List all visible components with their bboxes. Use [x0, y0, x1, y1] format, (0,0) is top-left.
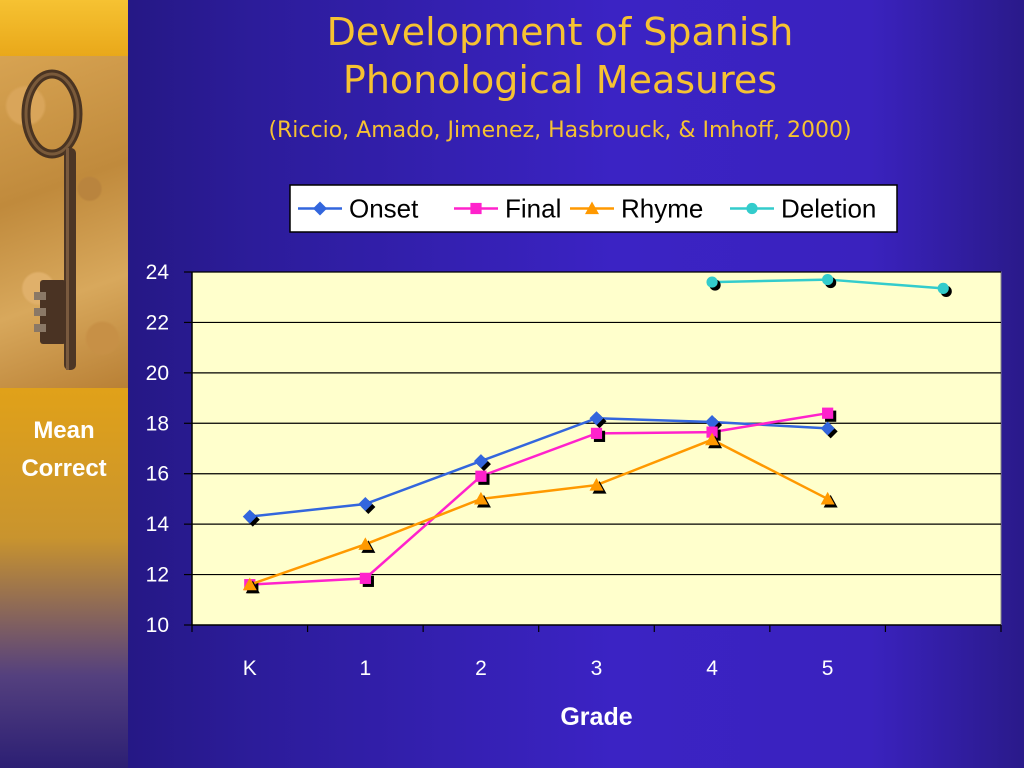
legend-label-rhyme: Rhyme: [621, 194, 703, 224]
data-point-deletion: [822, 273, 834, 286]
data-point-final: [359, 572, 371, 584]
x-tick-label: 2: [475, 657, 487, 680]
data-point-final: [822, 407, 834, 419]
legend-label-deletion: Deletion: [781, 194, 876, 224]
data-point-rhyme: [820, 491, 835, 505]
data-point-onset: [242, 509, 257, 524]
key-icon: [21, 69, 83, 370]
x-tick-label: 3: [591, 657, 603, 680]
slide-title-line-1: Development of Spanish: [326, 10, 794, 54]
x-tick-label: K: [243, 657, 257, 680]
x-tick-label: 5: [822, 657, 834, 680]
key-photo: [0, 56, 128, 388]
y-tick-label: 18: [146, 412, 169, 435]
slide-subtitle: (Riccio, Amado, Jimenez, Hasbrouck, & Im…: [268, 118, 852, 143]
data-point-rhyme: [242, 577, 257, 591]
y-axis-title-line-2: Correct: [21, 455, 107, 482]
slide-title-line-2: Phonological Measures: [342, 58, 778, 102]
series-line-onset: [249, 416, 828, 518]
y-tick-label: 20: [146, 362, 169, 385]
data-point-final: [706, 426, 718, 438]
y-tick-label: 10: [146, 614, 169, 637]
y-tick-label: 12: [146, 564, 169, 587]
y-tick-label: 14: [146, 513, 170, 536]
legend-marker-final: [470, 202, 482, 215]
data-point-onset: [358, 496, 373, 511]
x-axis-title: Grade: [560, 703, 632, 731]
legend-marker-rhyme: [585, 201, 599, 215]
sidebar-stripe: [0, 0, 128, 56]
sidebar: Mean Correct: [0, 0, 128, 768]
y-axis-title-line-1: Mean: [33, 417, 95, 444]
data-point-onset: [705, 415, 720, 430]
data-point-rhyme: [589, 478, 604, 491]
data-point-final: [475, 470, 487, 482]
data-point-onset: [820, 421, 835, 436]
data-point-rhyme: [705, 432, 720, 446]
legend-marker-onset: [313, 201, 327, 216]
series-line-final: [249, 411, 828, 586]
slide-title: Development of Spanish Phonological Meas…: [130, 8, 990, 104]
legend: Onset Final Rhyme Deletion: [289, 184, 898, 233]
data-point-final: [590, 427, 603, 439]
data-point-onset: [473, 454, 488, 469]
data-point-deletion: [706, 276, 718, 288]
series-line-rhyme: [249, 438, 829, 586]
data-point-onset: [589, 411, 604, 426]
data-point-deletion: [937, 282, 949, 294]
x-tick-label: 1: [360, 657, 372, 680]
y-axis-title: Mean Correct: [0, 412, 128, 488]
data-point-rhyme: [358, 537, 373, 550]
y-tick-label: 24: [146, 261, 170, 284]
legend-label-onset: Onset: [349, 194, 419, 224]
legend-marker-deletion: [746, 202, 758, 215]
x-tick-label: 4: [706, 657, 718, 680]
legend-label-final: Final: [505, 194, 561, 224]
data-point-rhyme: [473, 491, 488, 505]
plot-background: [191, 271, 1002, 626]
y-tick-label: 16: [146, 463, 169, 486]
y-tick-label: 22: [146, 311, 169, 334]
